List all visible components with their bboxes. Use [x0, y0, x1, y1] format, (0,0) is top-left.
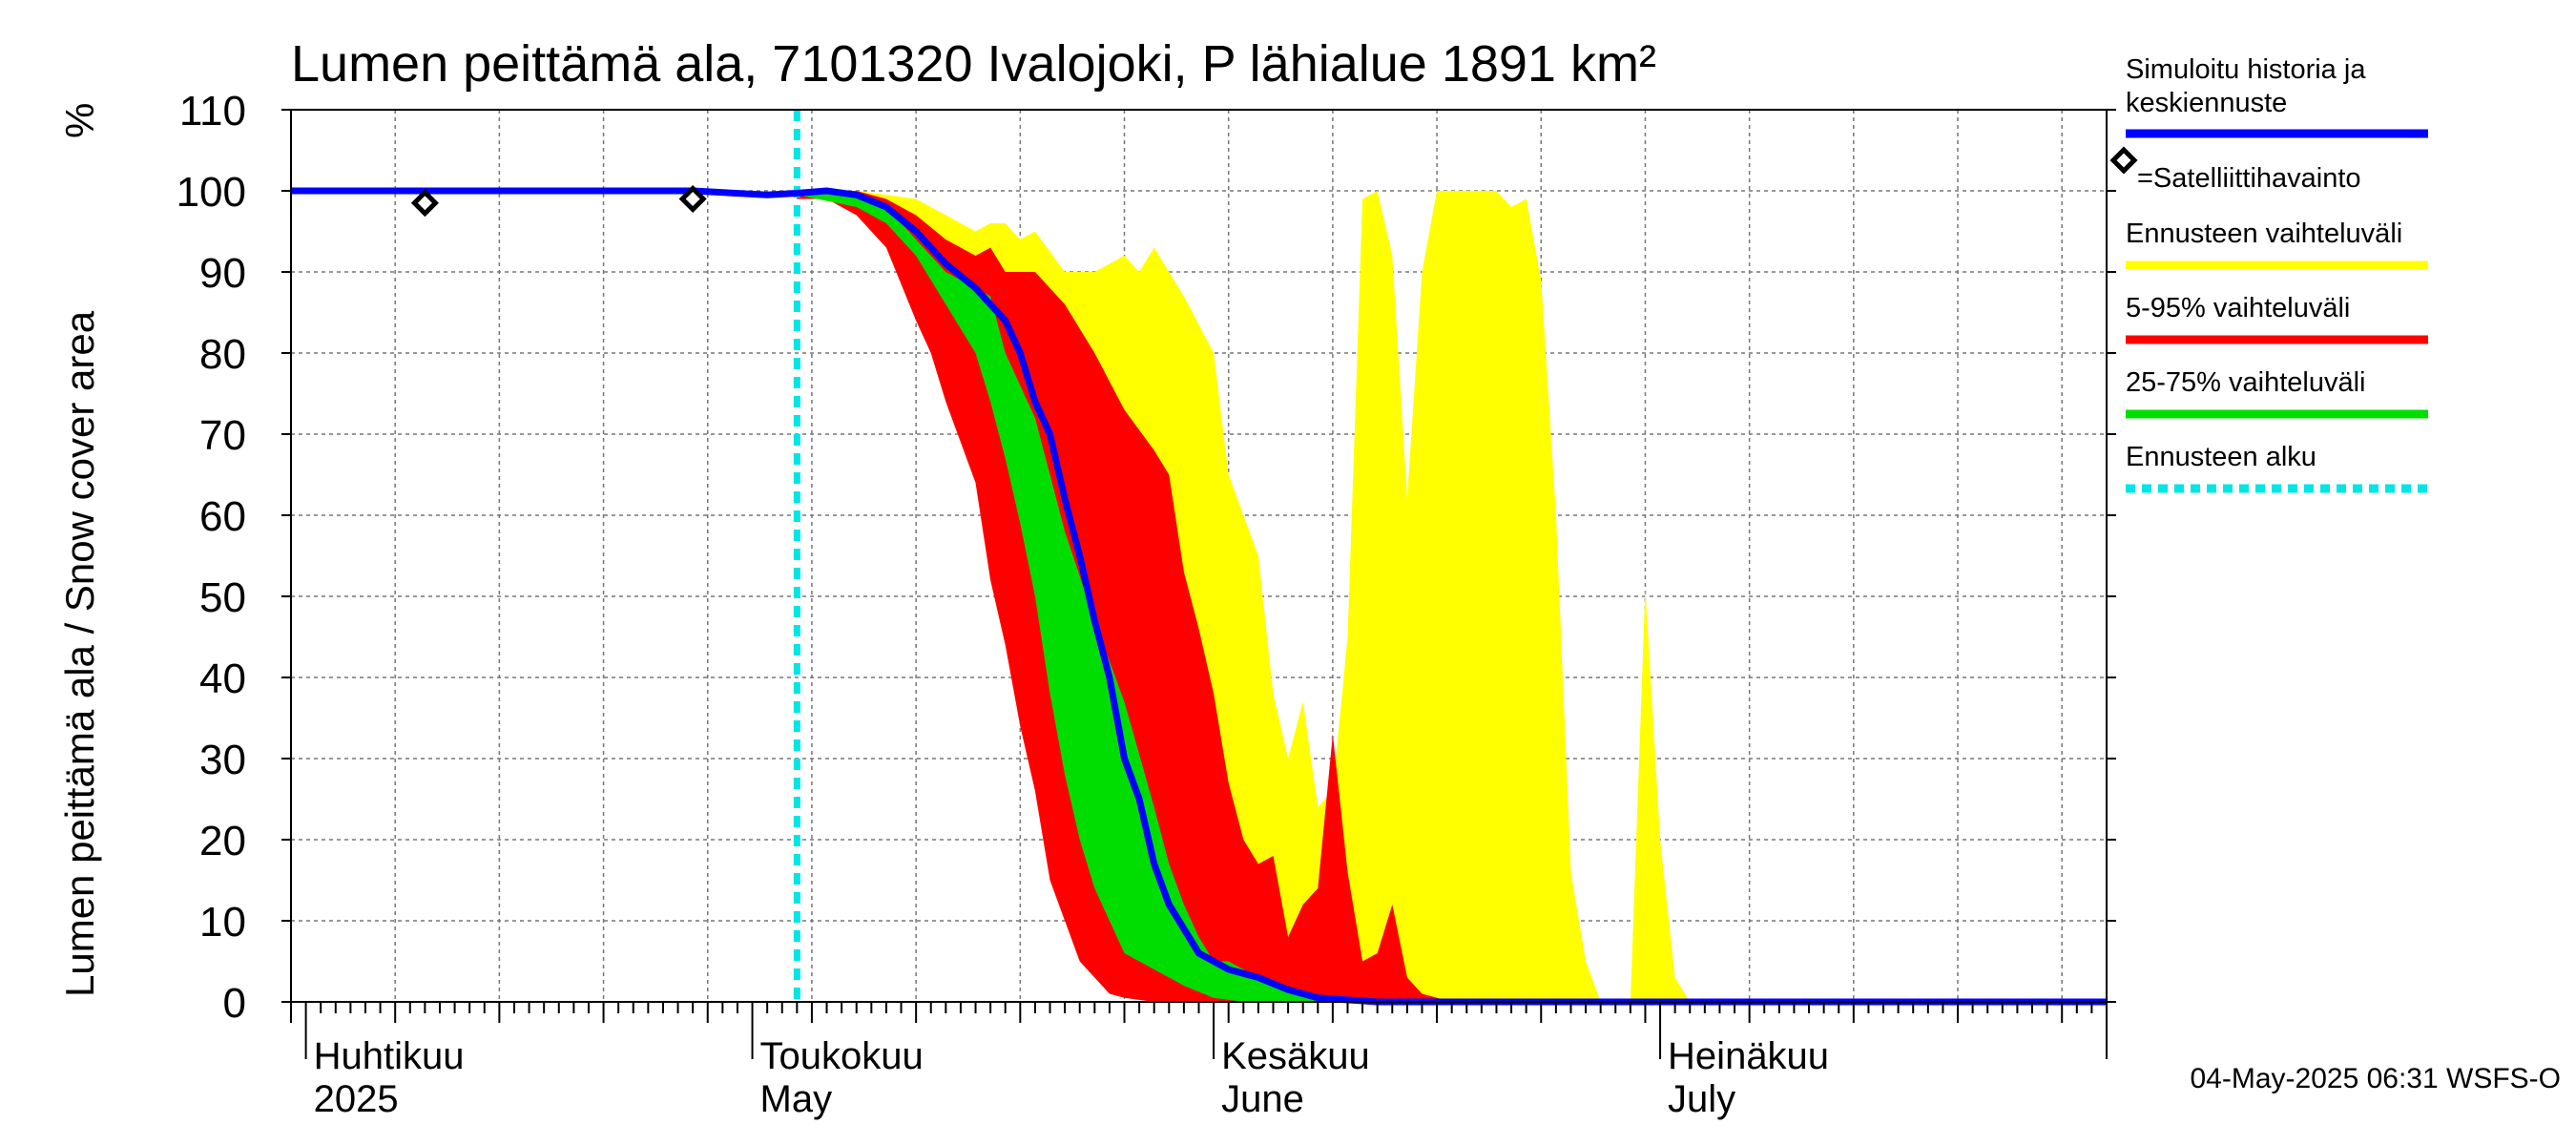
y-tick-label: 80: [199, 331, 246, 378]
y-tick-labels: 0 10 20 30 40 50 60 70 80 90 100 110: [177, 88, 246, 1027]
satellite-marker: [410, 189, 439, 218]
y-tick-label: 110: [179, 88, 246, 135]
legend-label: 5-95% vaihteluväli: [2126, 293, 2350, 323]
legend-label: Simuloitu historia ja: [2126, 54, 2366, 85]
month-label-fi: Huhtikuu: [314, 1035, 465, 1077]
legend-label: keskiennuste: [2126, 88, 2287, 118]
month-label-fi: Heinäkuu: [1668, 1035, 1829, 1077]
month-label-en: May: [760, 1078, 833, 1120]
y-tick-label: 90: [199, 250, 246, 297]
frame-layer: [281, 109, 2116, 1059]
month-label-en: 2025: [314, 1078, 399, 1120]
band-25-75: [797, 191, 2107, 1002]
chart-title: Lumen peittämä ala, 7101320 Ivalojoki, P…: [291, 35, 1656, 93]
band-layer: [797, 191, 2107, 1002]
legend-label: Ennusteen alku: [2126, 442, 2316, 472]
legend-label: =Satelliittihavainto: [2137, 163, 2361, 194]
month-label-en: July: [1668, 1078, 1735, 1120]
timestamp: 04-May-2025 06:31 WSFS-O: [2191, 1063, 2562, 1094]
month-label-fi: Kesäkuu: [1221, 1035, 1370, 1077]
satellite-marker: [678, 184, 707, 214]
y-tick-label: 50: [199, 574, 246, 621]
median-line: [291, 187, 2107, 1006]
line-layer: [291, 110, 2107, 1006]
month-label-fi: Toukokuu: [760, 1035, 924, 1077]
y-tick-label: 30: [199, 737, 246, 783]
y-tick-label: 20: [199, 818, 246, 864]
legend-label: 25-75% vaihteluväli: [2126, 367, 2365, 398]
y-axis-label: Lumen peittämä ala / Snow cover area: [57, 310, 102, 997]
y-axis-unit: %: [57, 103, 102, 138]
y-tick-label: 60: [199, 493, 246, 540]
legend-swatch-satellite: [2109, 146, 2138, 175]
y-tick-label: 70: [199, 412, 246, 459]
month-label-en: June: [1221, 1078, 1304, 1120]
marker-layer: [410, 184, 707, 218]
legend-label: Ennusteen vaihteluväli: [2126, 219, 2402, 249]
y-tick-label: 40: [199, 656, 246, 702]
y-tick-label: 0: [223, 980, 246, 1027]
y-tick-label: 10: [199, 899, 246, 946]
y-tick-label: 100: [177, 169, 246, 216]
